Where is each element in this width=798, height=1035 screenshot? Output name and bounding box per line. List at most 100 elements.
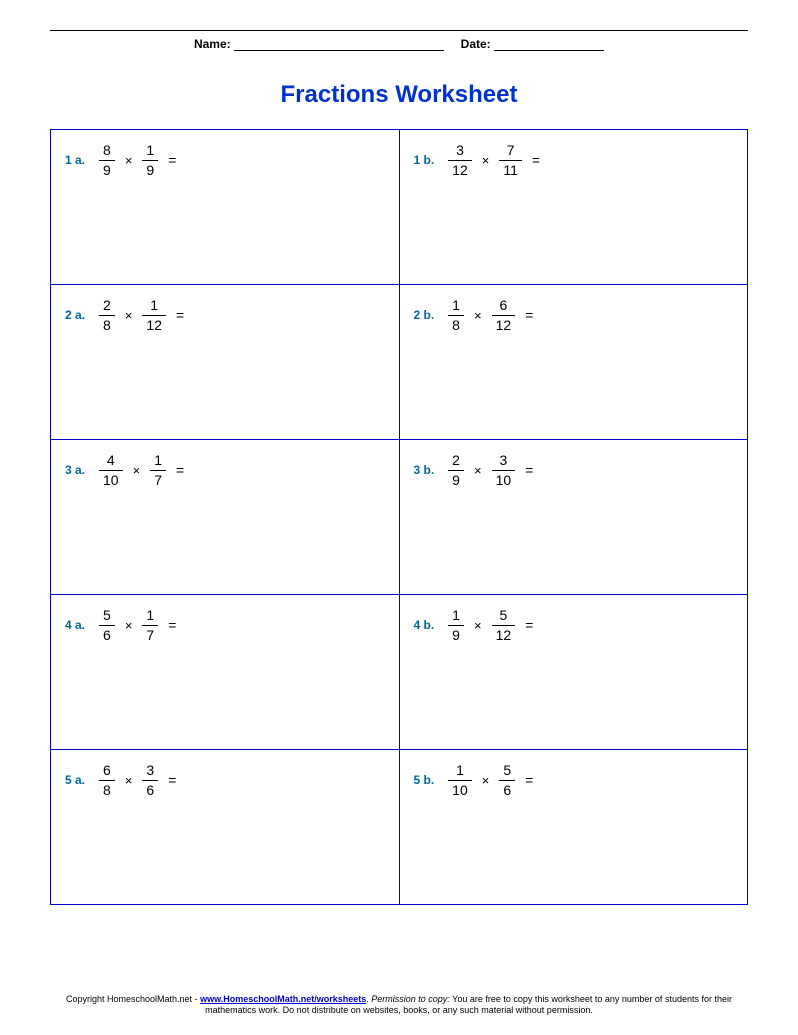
- problem: 1 a.89×19=: [65, 142, 385, 179]
- worksheet-table: 1 a.89×19=1 b.312×711=2 a.28×112=2 b.18×…: [50, 129, 748, 905]
- problem-label: 2 a.: [65, 308, 85, 322]
- numerator: 2: [448, 452, 464, 470]
- fraction-2: 17: [142, 607, 158, 644]
- page-title: Fractions Worksheet: [50, 81, 748, 109]
- footer-pre: Copyright HomeschoolMath.net -: [66, 994, 200, 1004]
- operator: ×: [125, 773, 133, 788]
- problem-label: 3 b.: [414, 463, 435, 477]
- operator: ×: [474, 463, 482, 478]
- fraction-1: 19: [448, 607, 464, 644]
- numerator: 5: [495, 607, 511, 625]
- footer-link[interactable]: www.HomeschoolMath.net/worksheets: [200, 994, 366, 1004]
- problem: 2 a. 28 × 112 =: [65, 297, 385, 334]
- problem-label: 4 a.: [65, 618, 85, 632]
- fraction-2: 112: [142, 297, 166, 334]
- problem: 3 b.29×310=: [414, 452, 734, 489]
- fraction-2: 17: [150, 452, 166, 489]
- denominator: 10: [448, 780, 472, 799]
- operator: ×: [482, 773, 490, 788]
- numerator: 3: [495, 452, 511, 470]
- problem: 3 a.410×17=: [65, 452, 385, 489]
- date-blank[interactable]: [494, 37, 604, 51]
- denominator: 8: [99, 315, 115, 334]
- problem-label: 2 b.: [414, 308, 435, 322]
- numerator: 4: [103, 452, 119, 470]
- problem: 5 b. 110 × 56 =: [414, 762, 734, 799]
- problem-cell: 5 b. 110 × 56 =: [399, 750, 748, 905]
- fraction-2: 56: [499, 762, 515, 799]
- denominator: 8: [99, 780, 115, 799]
- problem-cell: 1 b.312×711=: [399, 130, 748, 285]
- denominator: 10: [99, 470, 123, 489]
- fraction-2: 19: [142, 142, 158, 179]
- operator: ×: [125, 153, 133, 168]
- fraction-2: 512: [492, 607, 516, 644]
- denominator: 9: [448, 625, 464, 644]
- header-rule: [50, 30, 748, 31]
- denominator: 6: [99, 625, 115, 644]
- operator: ×: [474, 618, 482, 633]
- problem-cell: 2 b. 18 × 612 =: [399, 285, 748, 440]
- fraction-2: 310: [492, 452, 516, 489]
- footer-perm-label: Permission to copy:: [371, 994, 450, 1004]
- problem-cell: 1 a.89×19=: [51, 130, 400, 285]
- numerator: 3: [142, 762, 158, 780]
- problem: 1 b.312×711=: [414, 142, 734, 179]
- name-label: Name:: [194, 37, 231, 51]
- problem-cell: 4 a.56×17=: [51, 595, 400, 750]
- numerator: 1: [150, 452, 166, 470]
- fraction-2: 36: [142, 762, 158, 799]
- operator: ×: [474, 308, 482, 323]
- fraction-1: 29: [448, 452, 464, 489]
- numerator: 1: [146, 297, 162, 315]
- denominator: 12: [142, 315, 166, 334]
- fraction-2: 711: [499, 142, 522, 179]
- fraction-1: 68: [99, 762, 115, 799]
- numerator: 1: [142, 142, 158, 160]
- fraction-2: 612: [492, 297, 516, 334]
- footer: Copyright HomeschoolMath.net - www.Homes…: [50, 994, 748, 1017]
- operator: ×: [125, 308, 133, 323]
- denominator: 11: [499, 160, 522, 179]
- denominator: 8: [448, 315, 464, 334]
- numerator: 2: [99, 297, 115, 315]
- problem-cell: 5 a.68×36=: [51, 750, 400, 905]
- fraction-1: 18: [448, 297, 464, 334]
- equals: =: [532, 152, 540, 168]
- problem-cell: 3 a.410×17=: [51, 440, 400, 595]
- equals: =: [168, 152, 176, 168]
- numerator: 1: [448, 607, 464, 625]
- problem-cell: 2 a. 28 × 112 =: [51, 285, 400, 440]
- denominator: 7: [142, 625, 158, 644]
- operator: ×: [482, 153, 490, 168]
- equals: =: [176, 462, 184, 478]
- denominator: 6: [499, 780, 515, 799]
- equals: =: [176, 307, 184, 323]
- numerator: 5: [99, 607, 115, 625]
- numerator: 7: [503, 142, 519, 160]
- problem-cell: 4 b. 19 × 512 =: [399, 595, 748, 750]
- denominator: 7: [150, 470, 166, 489]
- name-blank[interactable]: [234, 37, 444, 51]
- denominator: 12: [492, 315, 516, 334]
- equals: =: [525, 307, 533, 323]
- numerator: 5: [499, 762, 515, 780]
- numerator: 1: [452, 762, 468, 780]
- problem-label: 4 b.: [414, 618, 435, 632]
- denominator: 12: [448, 160, 472, 179]
- problem-label: 5 b.: [414, 773, 435, 787]
- denominator: 12: [492, 625, 516, 644]
- numerator: 6: [99, 762, 115, 780]
- operator: ×: [133, 463, 141, 478]
- fraction-1: 28: [99, 297, 115, 334]
- fraction-1: 410: [99, 452, 123, 489]
- name-date-row: Name: Date:: [50, 37, 748, 51]
- fraction-1: 56: [99, 607, 115, 644]
- equals: =: [525, 617, 533, 633]
- problem: 2 b. 18 × 612 =: [414, 297, 734, 334]
- fraction-1: 89: [99, 142, 115, 179]
- denominator: 10: [492, 470, 516, 489]
- fraction-1: 110: [448, 762, 472, 799]
- equals: =: [525, 772, 533, 788]
- denominator: 6: [142, 780, 158, 799]
